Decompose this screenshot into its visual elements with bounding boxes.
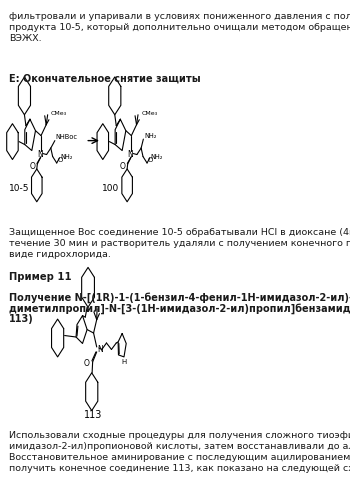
Text: N: N — [127, 150, 133, 159]
Text: течение 30 мин и растворитель удаляли с получением конечного продукта 100 в: течение 30 мин и растворитель удаляли с … — [9, 238, 350, 248]
Text: 113: 113 — [84, 410, 103, 420]
Text: O: O — [30, 162, 35, 171]
Text: H: H — [121, 359, 126, 365]
Text: Е: Окончательное снятие защиты: Е: Окончательное снятие защиты — [9, 74, 201, 84]
Text: N: N — [97, 346, 103, 354]
Text: 100: 100 — [102, 184, 119, 193]
Text: CMe₃: CMe₃ — [141, 112, 157, 116]
Text: O: O — [83, 360, 89, 368]
Text: NH₂: NH₂ — [151, 154, 163, 160]
Text: Пример 11: Пример 11 — [9, 272, 71, 282]
Text: NH₂: NH₂ — [144, 132, 156, 138]
Text: N: N — [37, 150, 43, 159]
Text: 113): 113) — [9, 314, 34, 324]
Text: получить конечное соединение 113, как показано на следующей схеме.: получить конечное соединение 113, как по… — [9, 464, 350, 473]
Text: Восстановительное аминирование с последующим ацилированием позволяли: Восстановительное аминирование с последу… — [9, 454, 350, 462]
Text: O: O — [148, 158, 153, 164]
Text: Использовали сходные процедуры для получения сложного тиоэфира из 3-(1Н-: Использовали сходные процедуры для получ… — [9, 432, 350, 440]
Text: продукта 10-5, который дополнительно очищали методом обращенно-фазовой: продукта 10-5, который дополнительно очи… — [9, 24, 350, 32]
Text: диметилпропил]-N-[3-(1Н-имидазол-2-ил)пропил]бензамида (соединения: диметилпропил]-N-[3-(1Н-имидазол-2-ил)пр… — [9, 303, 350, 314]
Text: CMe₃: CMe₃ — [51, 112, 67, 116]
Text: O: O — [57, 158, 63, 164]
Text: Получение N-[(1R)-1-(1-бензил-4-фенил-1Н-имидазол-2-ил)-2,2-: Получение N-[(1R)-1-(1-бензил-4-фенил-1Н… — [9, 292, 350, 303]
Text: NH₂: NH₂ — [61, 154, 73, 160]
Text: NHBoc: NHBoc — [55, 134, 77, 140]
Text: фильтровали и упаривали в условиях пониженного давления с получением: фильтровали и упаривали в условиях пониж… — [9, 12, 350, 22]
Text: ВЭЖХ.: ВЭЖХ. — [9, 34, 41, 43]
Text: имидазол-2-ил)пропионовой кислоты, затем восстанавливали до альдегида.: имидазол-2-ил)пропионовой кислоты, затем… — [9, 442, 350, 452]
Text: O: O — [120, 162, 126, 171]
Text: Защищенное Boc соединение 10-5 обрабатывали HCl в диоксане (4н, 10 экв.) в: Защищенное Boc соединение 10-5 обрабатыв… — [9, 228, 350, 236]
Text: виде гидрохлорида.: виде гидрохлорида. — [9, 250, 111, 258]
Text: 10-5: 10-5 — [9, 184, 30, 193]
